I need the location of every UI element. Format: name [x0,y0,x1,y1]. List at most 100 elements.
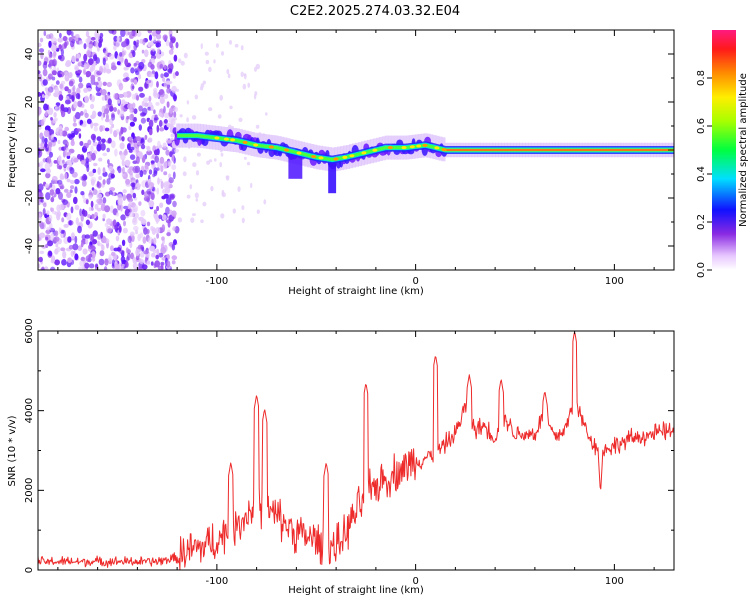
noise-speckle [60,185,65,190]
ridge-hotspot [333,157,339,161]
noise-speckle [60,233,64,239]
noise-speckle [53,236,60,242]
noise-speckle [136,39,140,45]
noise-speckle [137,73,142,80]
noise-speckle [42,68,48,77]
noise-speckle [127,168,132,174]
noise-speckle [70,31,74,37]
noise-speckle [77,62,82,67]
noise-speckle [166,87,171,94]
noise-speckle [74,34,80,39]
noise-speckle [150,192,155,201]
colorbar-axes: 0.0 0.2 0.4 0.6 0.8 [696,70,712,278]
noise-speckle [63,188,69,193]
noise-speckle [107,228,112,234]
noise-speckle [67,133,72,139]
noise-speckle [63,223,69,228]
noise-speckle [113,107,117,112]
noise-speckle [171,210,177,217]
noise-speckle [117,109,120,115]
noise-speckle [121,259,126,264]
noise-speckle [74,186,78,194]
noise-speckle [139,258,144,265]
noise-speckle [153,149,159,156]
noise-speckle [70,185,75,190]
spectrogram-axes: -100 0 100 -40 -20 0 20 40 [24,29,674,287]
noise-speckle [114,224,118,231]
noise-speckle [139,251,145,258]
ridge-hotspot [214,136,220,140]
noise-speckle [133,108,138,114]
ridge-hotspot [434,146,440,150]
ridge-hotspot [242,140,248,144]
noise-speckle [118,133,122,141]
noise-speckle [92,230,98,237]
noise-speckle [119,109,125,117]
noise-speckle [153,237,157,245]
noise-speckle [153,167,158,175]
noise-speckle [165,39,170,47]
faint-speckle [204,51,209,56]
noise-speckle [135,136,142,142]
ridge-tail [288,152,303,179]
noise-speckle [90,94,95,103]
noise-speckle [174,148,179,153]
spec-x-tick-label: -100 [206,276,229,287]
ridge-hotspot [387,146,393,150]
faint-speckle [215,43,219,48]
faint-speckle [219,94,223,101]
noise-speckle [88,194,93,200]
noise-speckle [126,143,131,151]
faint-speckle [237,186,241,193]
noise-speckle [60,80,66,85]
noise-speckle [48,40,52,48]
noise-speckle [57,139,61,145]
noise-speckle [146,228,150,235]
noise-speckle [135,70,140,76]
noise-speckle [138,201,142,207]
noise-speckle [108,190,113,195]
noise-speckle [113,93,119,100]
noise-speckle [54,248,59,255]
noise-speckle [130,83,135,91]
noise-speckle [159,144,163,149]
noise-speckle [93,81,99,86]
noise-speckle [167,68,173,73]
noise-speckle [171,260,176,265]
noise-speckle [90,36,96,41]
noise-speckle [76,128,82,132]
noise-speckle [159,202,164,208]
faint-speckle [202,201,207,207]
snr-y-tick-label: 6000 [24,318,35,343]
noise-speckle [68,80,74,87]
noise-speckle [68,72,73,78]
noise-speckle [85,70,92,77]
noise-speckle [155,30,161,35]
noise-speckle [96,193,103,200]
noise-speckle [48,250,53,257]
noise-speckle [72,91,77,96]
noise-speckle [103,266,108,270]
noise-speckle [116,99,121,104]
noise-speckle [93,122,99,127]
noise-speckle [135,94,140,101]
noise-speckle [39,250,45,255]
noise-speckle [153,249,157,254]
noise-speckle [136,182,140,187]
faint-speckle [213,59,216,64]
noise-speckle [128,201,133,206]
noise-speckle [171,37,176,44]
noise-speckle [113,45,117,51]
noise-speckle [69,180,75,184]
noise-speckle [64,172,68,180]
noise-speckle [160,243,165,250]
noise-speckle [169,194,175,200]
noise-speckle [64,99,71,105]
noise-speckle [129,154,136,161]
noise-speckle [158,112,162,117]
noise-speckle [123,205,129,210]
noise-speckle [60,247,65,252]
noise-speckle [51,255,56,263]
noise-speckle [142,38,146,46]
noise-speckle [38,143,41,147]
